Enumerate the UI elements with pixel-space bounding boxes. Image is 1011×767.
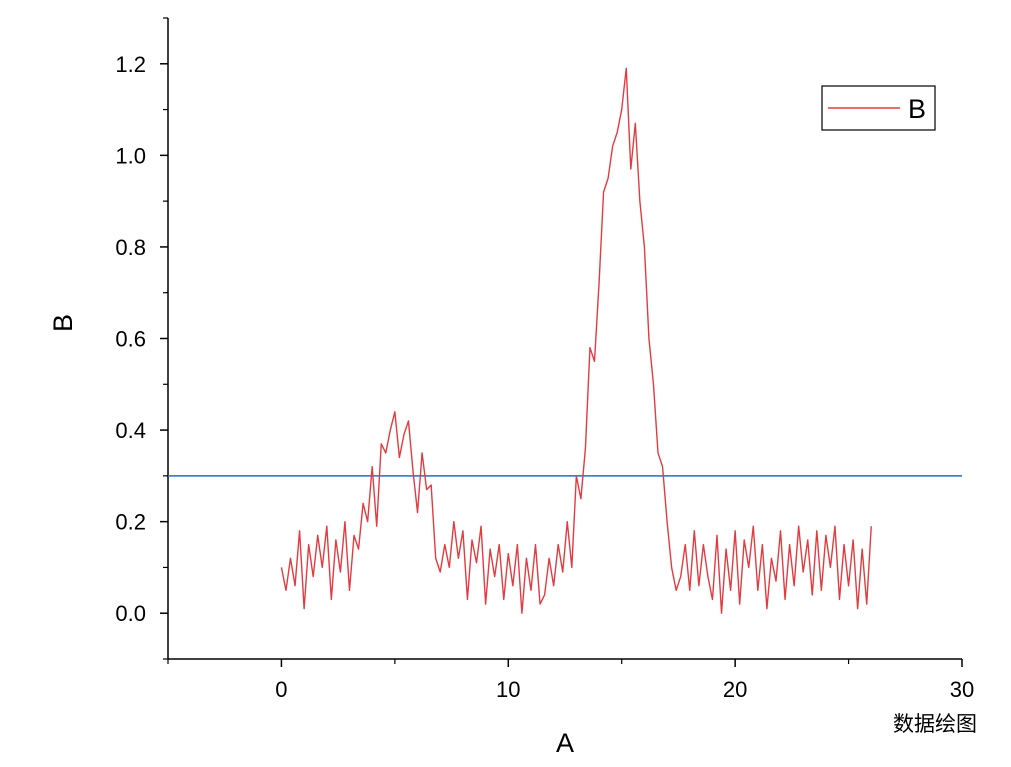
data-line <box>280 67 872 614</box>
x-tick-label: 10 <box>496 677 520 702</box>
x-tick-label: 30 <box>950 677 974 702</box>
watermark: 数据绘图 <box>893 713 977 736</box>
x-tick-label: 20 <box>723 677 747 702</box>
y-tick-label: 0.4 <box>115 418 146 443</box>
x-tick-label: 0 <box>275 677 287 702</box>
y-tick-label: 0.6 <box>115 327 146 352</box>
y-tick-label: 0.8 <box>115 235 146 260</box>
y-tick-label: 0.2 <box>115 510 146 535</box>
y-tick-label: 0.0 <box>115 601 146 626</box>
legend-label: B <box>908 94 926 124</box>
x-axis-label: A <box>556 728 574 758</box>
y-tick-label: 1.0 <box>115 143 146 168</box>
y-axis-label: B <box>48 314 78 332</box>
y-tick-label: 1.2 <box>115 52 146 77</box>
